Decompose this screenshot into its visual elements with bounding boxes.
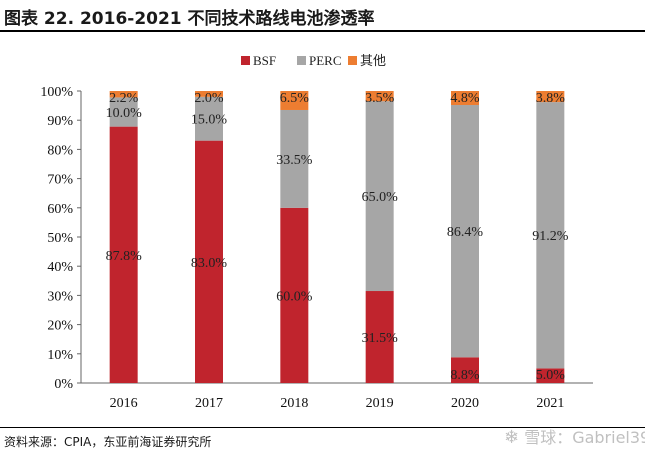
y-tick-label: 80%	[47, 143, 73, 158]
bar-PERC-2018	[280, 109, 309, 208]
y-tick-label: 90%	[47, 114, 73, 129]
bar-其他-2019	[365, 91, 394, 102]
bar-PERC-2019	[365, 101, 394, 292]
data-label-BSF-2018: 60.0%	[276, 289, 313, 304]
y-tick-label: 70%	[47, 173, 73, 188]
data-label-其他-2019: 3.5%	[365, 91, 395, 106]
data-label-其他-2020: 4.8%	[450, 91, 480, 106]
x-tick-label: 2020	[451, 396, 479, 411]
x-tick-label: 2017	[195, 396, 223, 411]
bar-PERC-2021	[536, 102, 565, 369]
data-label-PERC-2021: 91.2%	[532, 229, 569, 244]
bar-PERC-2017	[195, 96, 223, 141]
legend-swatch-3	[348, 56, 357, 65]
watermark-text: 雪球：Gabriel3960	[524, 428, 645, 447]
data-label-PERC-2016: 10.0%	[106, 106, 143, 121]
data-label-其他-2018: 6.5%	[280, 91, 310, 106]
data-label-其他-2017: 2.0%	[194, 91, 224, 106]
data-label-PERC-2018: 33.5%	[276, 153, 313, 168]
y-tick-label: 40%	[47, 260, 73, 275]
x-axis: 2016 2017 2018 2019 2020 2021	[81, 382, 593, 411]
data-label-BSF-2020: 8.8%	[450, 368, 480, 383]
y-tick-label: 0%	[54, 377, 73, 392]
x-tick-label: 2019	[366, 396, 394, 411]
legend-label-3: 其他	[360, 53, 386, 68]
bar-其他-2016	[109, 91, 138, 98]
data-label-其他-2021: 3.8%	[536, 91, 566, 106]
data-label-其他-2016: 2.2%	[109, 91, 139, 106]
data-label-BSF-2019: 31.5%	[362, 331, 399, 346]
bar-其他-2017	[195, 91, 223, 97]
x-tick-label: 2016	[110, 396, 138, 411]
y-tick-label: 50%	[47, 231, 73, 246]
y-axis: 0% 10% 20% 30% 40% 50% 60% 70% 80% 90% 100%	[40, 85, 82, 392]
legend-label-2: PERC	[309, 53, 342, 68]
source-note: 资料来源：CPIA，东亚前海证券研究所	[4, 435, 212, 449]
bar-其他-2021	[536, 91, 565, 103]
bar-其他-2020	[451, 91, 479, 106]
bar-BSF-2017	[195, 140, 223, 383]
top-divider	[0, 30, 645, 32]
data-label-BSF-2017: 83.0%	[191, 256, 228, 271]
bar-BSF-2016	[109, 126, 138, 384]
bar-BSF-2018	[280, 207, 309, 383]
legend-label-1: BSF	[253, 53, 276, 68]
y-tick-label: 10%	[47, 348, 73, 363]
watermark: ❄ 雪球：Gabriel3960	[504, 424, 645, 448]
x-tick-label: 2018	[280, 396, 308, 411]
y-tick-label: 20%	[47, 319, 73, 334]
bar-PERC-2020	[451, 105, 479, 358]
y-tick-label: 30%	[47, 289, 73, 304]
bar-PERC-2016	[109, 97, 138, 127]
legend-swatch-1	[241, 56, 250, 65]
snowball-logo-icon: ❄	[504, 427, 520, 448]
data-label-PERC-2017: 15.0%	[191, 113, 228, 128]
y-tick-label: 60%	[47, 202, 73, 217]
chart-figure-title: 图表 22. 2016-2021 不同技术路线电池渗透率	[4, 9, 375, 29]
data-label-PERC-2019: 65.0%	[362, 190, 399, 205]
bars: 87.8% 10.0%2.2% 83.0% 15.0% 2.0% 60.0% 33.5% 6.…	[106, 91, 569, 384]
data-label-BSF-2021: 5.0%	[536, 368, 566, 383]
bar-BSF-2019	[365, 291, 394, 383]
bar-其他-2018	[280, 91, 309, 110]
legend-swatch-2	[297, 56, 306, 65]
x-tick-label: 2021	[536, 396, 564, 411]
bar-BSF-2021	[536, 368, 565, 383]
legend: BSF PERC 其他	[241, 53, 386, 68]
data-label-PERC-2020: 86.4%	[447, 225, 484, 240]
bar-BSF-2020	[451, 357, 479, 383]
y-tick-label: 100%	[40, 85, 73, 100]
data-label-BSF-2016: 87.8%	[106, 249, 143, 264]
bottom-divider	[0, 427, 645, 428]
